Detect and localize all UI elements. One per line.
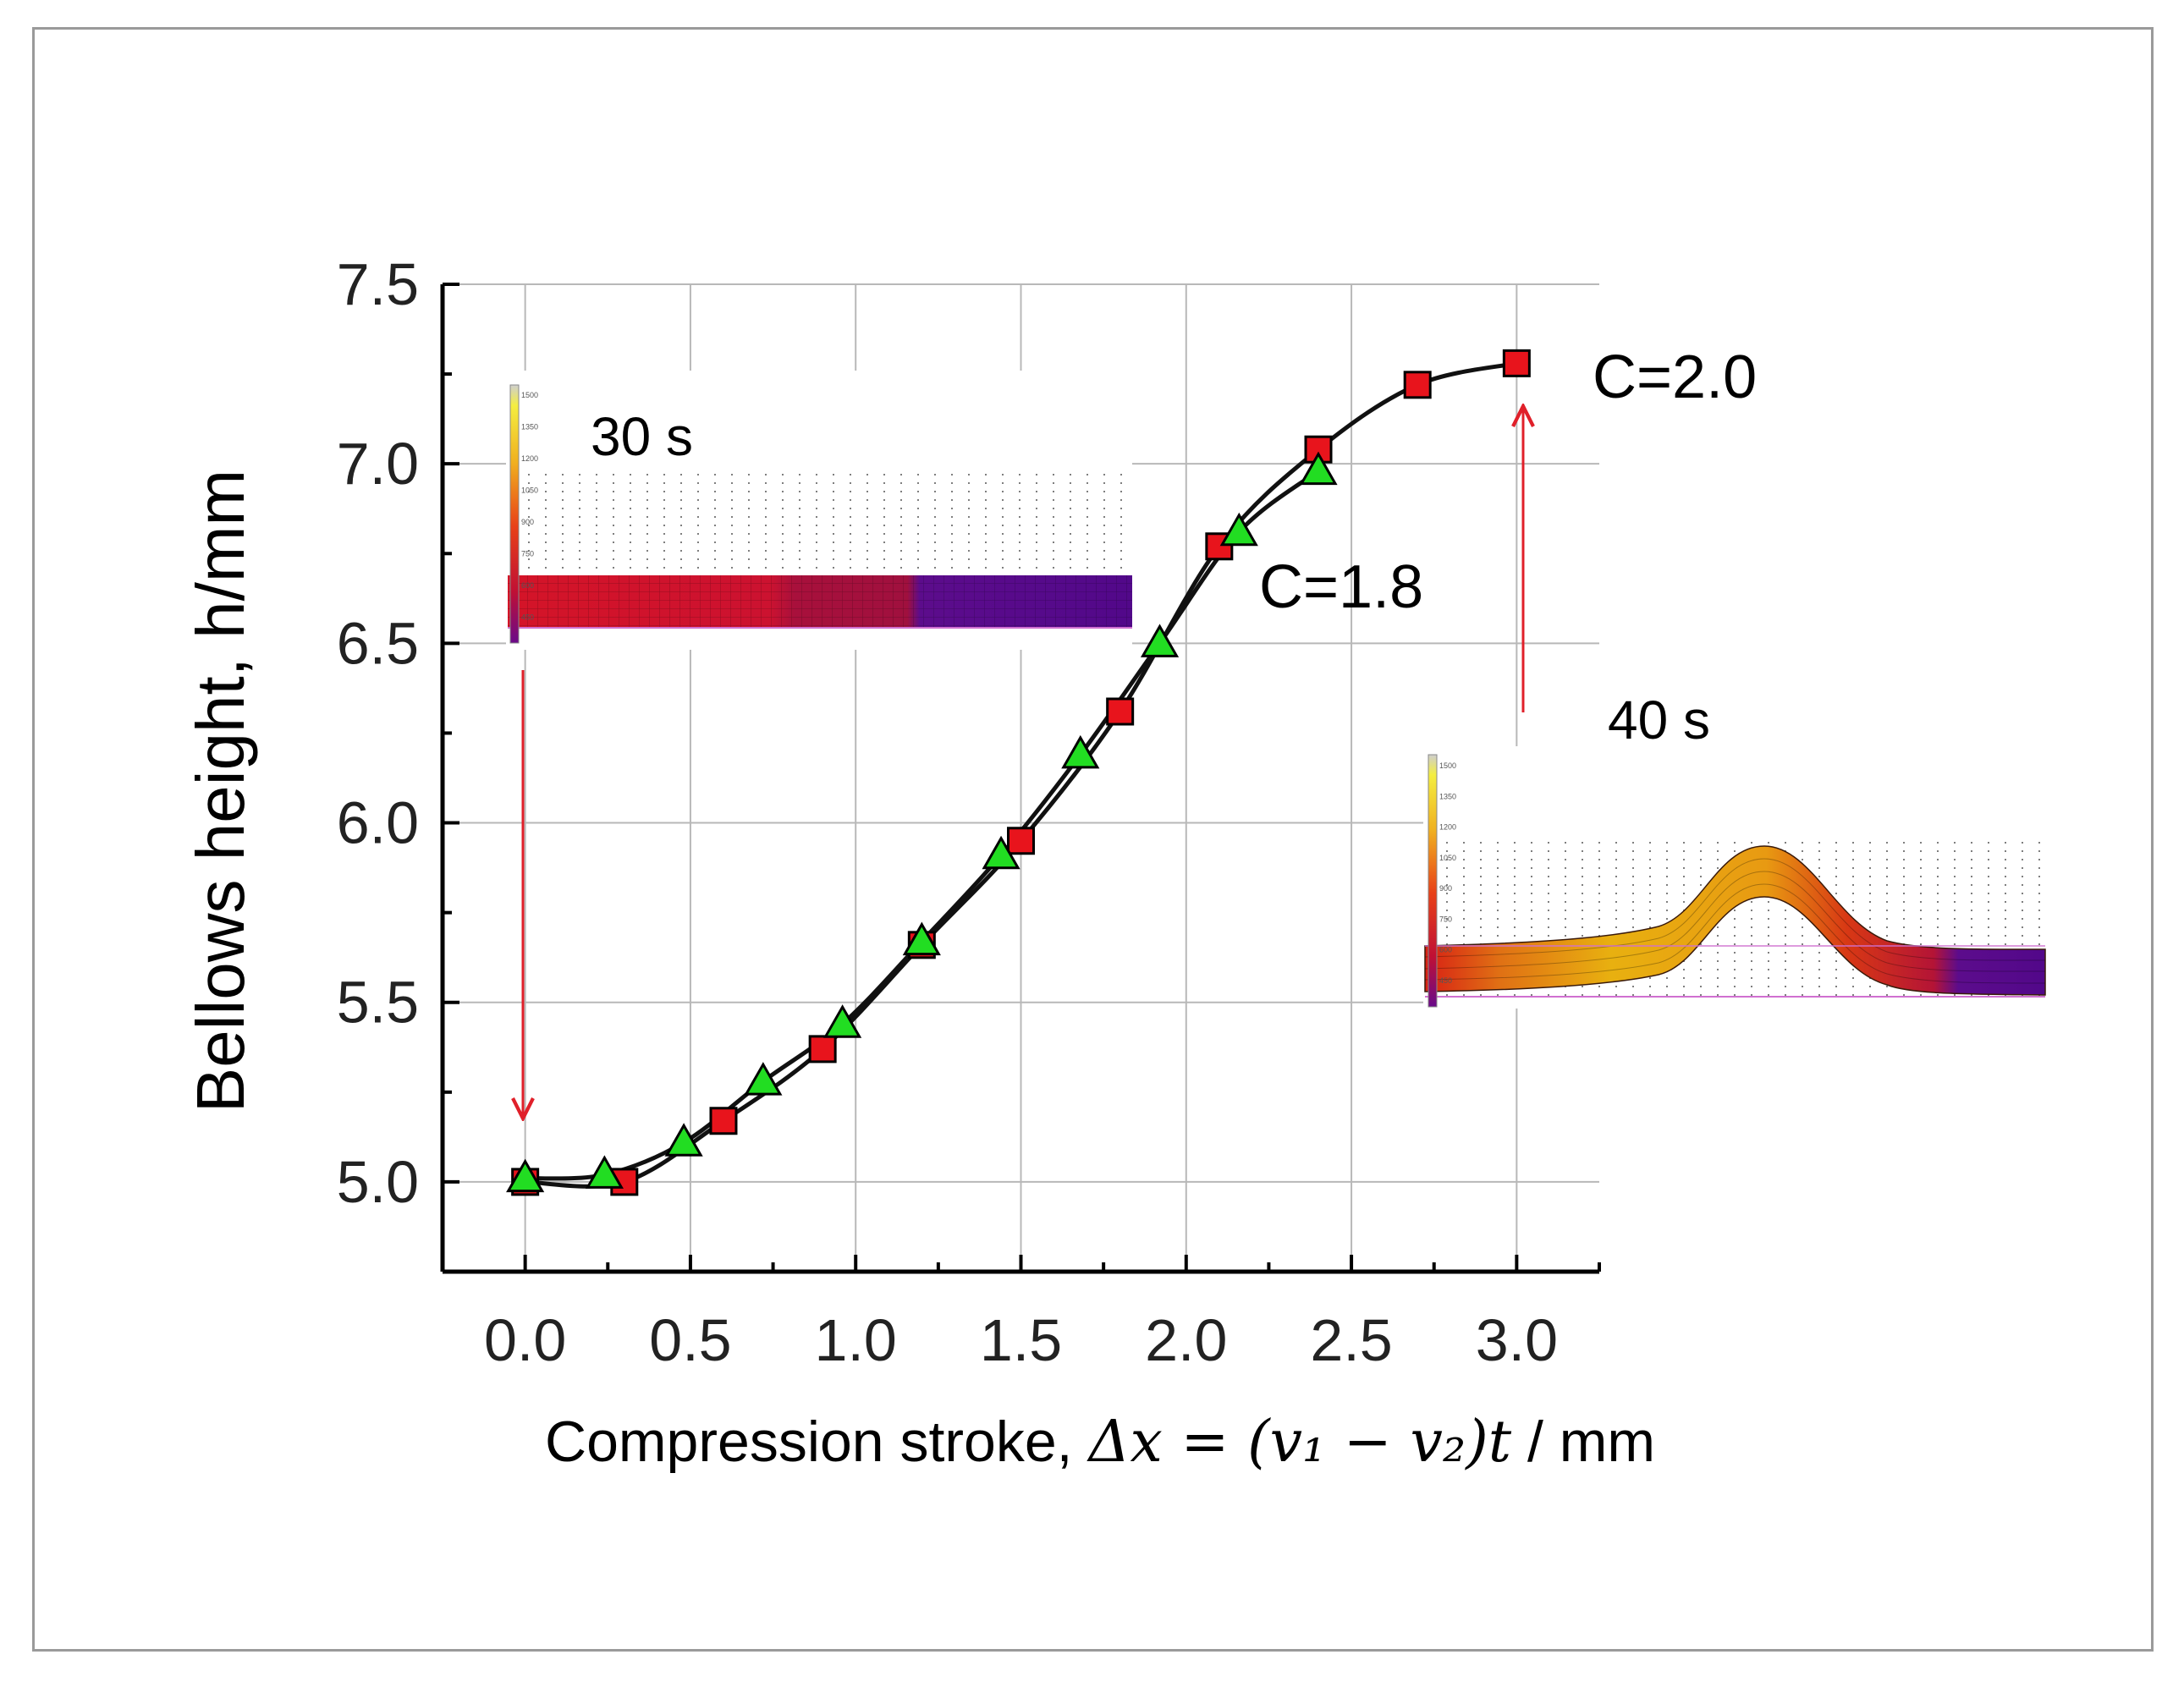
colorbar-tick-label: 600: [1439, 946, 1452, 954]
colorbar-tick-label: 1200: [1439, 823, 1456, 832]
inset-40s-colorbar-ticks: 1500 1350 1200 1050 900 750 600 450: [1439, 761, 1456, 985]
colorbar-tick-label: 600: [521, 581, 534, 590]
colorbar-tick-label: 450: [1439, 976, 1452, 985]
triangle-marker: [1140, 624, 1180, 657]
triangle-marker: [823, 1004, 862, 1038]
colorbar-tick-label: 1500: [1439, 761, 1456, 770]
square-marker: [1502, 349, 1531, 377]
inset-30s-colorbar: [509, 384, 520, 644]
tick-labels: 0.0 0.5 1.0 1.5 2.0 2.5 3.0 5.0 5.5 6.0 6.5 7.0 7.5: [337, 251, 1558, 1373]
x-tick-label: 2.0: [1145, 1307, 1227, 1373]
annotation-c-2-0: C=2.0: [1593, 344, 1757, 411]
colorbar-tick-label: 1350: [521, 423, 538, 431]
colorbar-tick-label: 1050: [521, 486, 538, 495]
inset-40s-time-label: 40 s: [1608, 690, 1710, 750]
data-markers: [506, 349, 1531, 1196]
triangle-marker: [585, 1155, 624, 1189]
triangle-marker: [1219, 512, 1258, 547]
x-tick-label: 0.5: [649, 1307, 731, 1373]
triangle-marker: [902, 921, 941, 956]
y-tick-label: 5.0: [337, 1149, 419, 1215]
inset-30s-dotted-grid: [528, 474, 1122, 575]
annotation-c-1-8: C=1.8: [1259, 553, 1423, 621]
triangle-marker: [1299, 451, 1338, 486]
y-tick-label: 6.0: [337, 790, 419, 856]
axes: [440, 283, 1601, 1274]
y-tick-label: 5.5: [337, 970, 419, 1036]
square-marker: [1403, 371, 1432, 399]
inset-40s-mesh-lines: [1424, 858, 2046, 984]
colorbar-tick-label: 1050: [1439, 854, 1456, 862]
triangle-marker: [982, 835, 1020, 870]
inset-40s-simulation: 1500 1350 1200 1050 900 750 600 450 40 s: [1423, 690, 2046, 1009]
colorbar-tick-label: 1500: [521, 391, 538, 399]
y-tick-label: 7.5: [337, 251, 419, 317]
triangle-marker: [1061, 734, 1100, 769]
y-tick-label: 6.5: [337, 610, 419, 676]
x-tick-label: 2.5: [1310, 1307, 1392, 1373]
inset-30s-simulation: 1500 1350 1200 1050 900 750 600 450 30 s: [506, 371, 1132, 650]
square-marker: [1007, 827, 1035, 855]
x-tick-label: 1.5: [980, 1307, 1062, 1373]
colorbar-tick-label: 900: [1439, 884, 1452, 893]
colorbar-tick-label: 900: [521, 518, 534, 526]
y-axis-title: Bellows height, h/mm: [183, 470, 258, 1113]
colorbar-tick-label: 750: [521, 550, 534, 558]
inset-40s-colorbar: [1428, 754, 1438, 1008]
inset-40s-dotted-grid: [1446, 842, 2040, 997]
x-tick-label: 3.0: [1476, 1307, 1558, 1373]
inset-40s-tube: [1424, 845, 2046, 996]
triangle-marker: [744, 1062, 783, 1096]
inset-30s-colorbar-ticks: 1500 1350 1200 1050 900 750 600 450: [521, 391, 538, 622]
colorbar-tick-label: 450: [521, 613, 534, 622]
square-marker: [1106, 697, 1135, 726]
x-tick-label: 1.0: [815, 1307, 897, 1373]
triangle-marker: [664, 1123, 703, 1157]
y-tick-label: 7.0: [337, 431, 419, 497]
x-tick-label: 0.0: [484, 1307, 566, 1373]
colorbar-tick-label: 1350: [1439, 792, 1456, 800]
colorbar-tick-label: 750: [1439, 915, 1452, 923]
triangle-marker: [506, 1158, 545, 1193]
x-axis-title: Compression stroke, Δx = (v₁ − v₂)t / mm: [545, 1409, 1655, 1476]
inset-30s-mesh: [508, 575, 1132, 628]
square-marker: [709, 1107, 738, 1135]
colorbar-tick-label: 1200: [521, 454, 538, 463]
square-marker: [808, 1035, 837, 1064]
inset-30s-time-label: 30 s: [591, 406, 693, 467]
